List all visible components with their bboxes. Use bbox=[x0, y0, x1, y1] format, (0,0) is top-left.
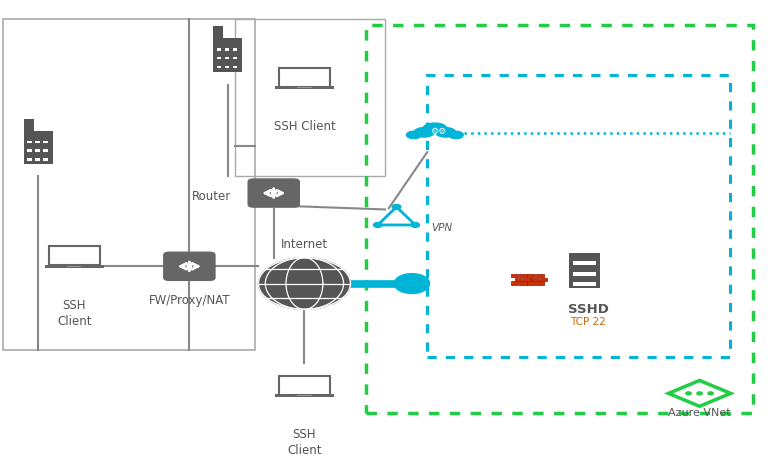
FancyBboxPatch shape bbox=[43, 140, 48, 143]
FancyBboxPatch shape bbox=[519, 281, 527, 285]
FancyBboxPatch shape bbox=[536, 274, 544, 277]
Text: FW/Proxy/NAT: FW/Proxy/NAT bbox=[149, 294, 230, 308]
FancyBboxPatch shape bbox=[511, 274, 518, 277]
FancyBboxPatch shape bbox=[233, 48, 237, 51]
FancyBboxPatch shape bbox=[279, 376, 330, 395]
FancyBboxPatch shape bbox=[35, 140, 40, 143]
Circle shape bbox=[392, 204, 401, 209]
FancyBboxPatch shape bbox=[233, 66, 237, 68]
FancyBboxPatch shape bbox=[519, 274, 527, 277]
FancyBboxPatch shape bbox=[49, 246, 100, 265]
FancyBboxPatch shape bbox=[35, 158, 40, 161]
FancyBboxPatch shape bbox=[514, 278, 522, 281]
FancyBboxPatch shape bbox=[217, 48, 222, 51]
Circle shape bbox=[411, 223, 420, 227]
FancyBboxPatch shape bbox=[536, 281, 544, 285]
FancyBboxPatch shape bbox=[43, 149, 48, 152]
FancyBboxPatch shape bbox=[27, 140, 32, 143]
Circle shape bbox=[394, 274, 430, 293]
FancyBboxPatch shape bbox=[213, 26, 223, 38]
FancyBboxPatch shape bbox=[217, 66, 222, 68]
FancyBboxPatch shape bbox=[527, 281, 535, 285]
FancyBboxPatch shape bbox=[297, 87, 312, 88]
Text: TCP 22: TCP 22 bbox=[571, 317, 606, 327]
FancyBboxPatch shape bbox=[275, 86, 334, 89]
FancyBboxPatch shape bbox=[217, 57, 222, 60]
Text: ⚙⚙: ⚙⚙ bbox=[430, 127, 446, 136]
Text: Router: Router bbox=[192, 190, 232, 203]
Text: VPN: VPN bbox=[431, 223, 452, 233]
Circle shape bbox=[686, 392, 691, 395]
FancyBboxPatch shape bbox=[573, 282, 597, 286]
FancyBboxPatch shape bbox=[573, 261, 597, 265]
Circle shape bbox=[708, 392, 713, 395]
Ellipse shape bbox=[407, 131, 421, 139]
Text: SSHD: SSHD bbox=[568, 303, 609, 316]
FancyBboxPatch shape bbox=[275, 394, 334, 397]
Ellipse shape bbox=[424, 123, 447, 133]
Circle shape bbox=[373, 223, 382, 227]
FancyBboxPatch shape bbox=[213, 38, 242, 72]
FancyBboxPatch shape bbox=[531, 278, 539, 281]
FancyBboxPatch shape bbox=[225, 48, 229, 51]
FancyBboxPatch shape bbox=[67, 266, 82, 267]
FancyBboxPatch shape bbox=[27, 149, 32, 152]
FancyBboxPatch shape bbox=[225, 57, 229, 60]
Circle shape bbox=[259, 257, 350, 309]
FancyBboxPatch shape bbox=[247, 179, 300, 208]
FancyBboxPatch shape bbox=[540, 278, 547, 281]
FancyBboxPatch shape bbox=[569, 253, 600, 288]
Text: Internet: Internet bbox=[281, 238, 328, 251]
FancyBboxPatch shape bbox=[35, 149, 40, 152]
Ellipse shape bbox=[449, 131, 464, 139]
FancyBboxPatch shape bbox=[43, 158, 48, 161]
FancyBboxPatch shape bbox=[573, 272, 597, 276]
FancyBboxPatch shape bbox=[523, 278, 531, 281]
FancyBboxPatch shape bbox=[297, 395, 312, 396]
FancyBboxPatch shape bbox=[527, 274, 535, 277]
FancyBboxPatch shape bbox=[27, 158, 32, 161]
Text: SSH
Client: SSH Client bbox=[57, 299, 92, 328]
FancyBboxPatch shape bbox=[279, 68, 330, 87]
FancyBboxPatch shape bbox=[24, 130, 52, 164]
Ellipse shape bbox=[436, 128, 456, 137]
FancyBboxPatch shape bbox=[24, 119, 34, 130]
Text: Azure VNet: Azure VNet bbox=[668, 409, 731, 419]
Ellipse shape bbox=[414, 128, 434, 137]
FancyBboxPatch shape bbox=[233, 57, 237, 60]
FancyBboxPatch shape bbox=[225, 66, 229, 68]
FancyBboxPatch shape bbox=[163, 252, 216, 281]
Text: SSH Client: SSH Client bbox=[273, 120, 335, 133]
FancyBboxPatch shape bbox=[511, 281, 518, 285]
Text: SSH
Client: SSH Client bbox=[287, 428, 322, 457]
FancyBboxPatch shape bbox=[45, 265, 104, 268]
Circle shape bbox=[697, 392, 702, 395]
